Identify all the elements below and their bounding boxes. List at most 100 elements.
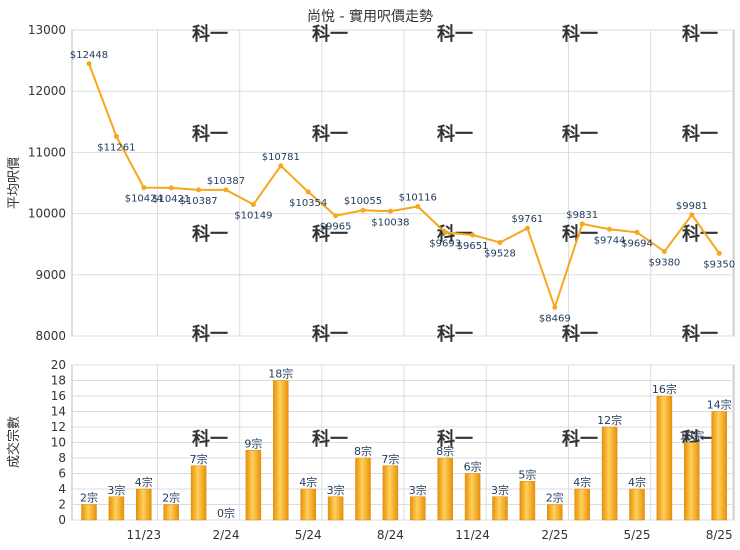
line-y-axis-label: 平均呎價 bbox=[7, 157, 22, 209]
bar-data-label: 3宗 bbox=[107, 483, 125, 497]
bar-data-label: 12宗 bbox=[597, 413, 622, 427]
bar bbox=[437, 457, 453, 521]
line-point bbox=[689, 212, 695, 218]
bar bbox=[684, 442, 700, 521]
bar-data-label: 7宗 bbox=[190, 452, 208, 466]
x-tick-label: 11/24 bbox=[455, 528, 490, 542]
watermark-glyph: 科一 bbox=[192, 23, 228, 45]
bar bbox=[245, 450, 262, 521]
bar-y-tick-label: 12 bbox=[51, 420, 66, 434]
bar-data-label: 18宗 bbox=[268, 367, 293, 381]
bar-data-label: 8宗 bbox=[436, 444, 454, 458]
watermark-glyph: 科一 bbox=[312, 428, 348, 450]
line-data-label: $10116 bbox=[399, 193, 437, 204]
watermark-glyph: 科一 bbox=[192, 223, 228, 245]
line-y-tick-label: 13000 bbox=[28, 23, 66, 37]
watermark-glyph: 科一 bbox=[682, 23, 718, 45]
bar bbox=[355, 457, 371, 521]
line-data-label: $9528 bbox=[484, 248, 516, 259]
line-point bbox=[497, 239, 503, 245]
watermark-glyph: 科一 bbox=[437, 23, 473, 45]
watermark-glyph: 科一 bbox=[437, 123, 473, 145]
watermark-glyph: 科一 bbox=[312, 23, 348, 45]
bar-data-label: 14宗 bbox=[707, 398, 732, 412]
bar bbox=[601, 426, 618, 521]
line-point bbox=[607, 226, 613, 232]
bar-data-label: 10宗 bbox=[679, 429, 704, 443]
watermark-glyph: 科一 bbox=[312, 123, 348, 145]
x-tick-label: 5/25 bbox=[624, 528, 651, 542]
watermark-glyph: 科一 bbox=[437, 323, 473, 345]
line-y-tick-label: 10000 bbox=[28, 207, 66, 221]
line-data-label: $8469 bbox=[539, 313, 571, 324]
line-point bbox=[305, 189, 311, 195]
line-y-tick-label: 12000 bbox=[28, 84, 66, 98]
bar bbox=[492, 496, 508, 521]
line-data-label: $10055 bbox=[344, 196, 382, 207]
bar bbox=[108, 496, 125, 521]
watermark-glyph: 科一 bbox=[682, 123, 718, 145]
line-data-label: $10387 bbox=[207, 176, 245, 187]
line-data-label: $10781 bbox=[262, 152, 300, 163]
bar-grid bbox=[72, 364, 734, 521]
watermark-glyph: 科一 bbox=[562, 223, 598, 245]
price-line bbox=[88, 63, 721, 311]
watermark-glyph: 科一 bbox=[192, 123, 228, 145]
bar-y-tick-label: 14 bbox=[51, 405, 66, 419]
bar-data-label: 2宗 bbox=[162, 491, 180, 505]
line-data-label: $9693 bbox=[429, 238, 461, 249]
line-data-label: $9965 bbox=[320, 222, 352, 233]
line-point bbox=[552, 304, 558, 310]
x-tick-label: 8/25 bbox=[706, 528, 733, 542]
bar bbox=[382, 465, 399, 521]
bar-y-tick-label: 10 bbox=[51, 436, 66, 450]
line-data-label: $10387 bbox=[180, 196, 218, 207]
line-data-label: $11261 bbox=[97, 142, 135, 153]
line-y-tick-label: 8000 bbox=[35, 329, 66, 343]
watermark-glyph: 科一 bbox=[192, 323, 228, 345]
line-point bbox=[579, 221, 585, 227]
line-point bbox=[223, 187, 229, 193]
watermark-glyph: 科一 bbox=[312, 223, 348, 245]
line-data-label: $12448 bbox=[70, 50, 108, 61]
watermark-glyph: 科一 bbox=[562, 123, 598, 145]
bar-data-label: 9宗 bbox=[244, 436, 262, 450]
x-tick-label: 11/23 bbox=[127, 528, 162, 542]
line-point bbox=[634, 229, 640, 235]
bar-y-tick-label: 18 bbox=[51, 374, 66, 388]
x-tick-label: 2/25 bbox=[541, 528, 568, 542]
line-data-label: $9651 bbox=[457, 241, 489, 252]
bar-data-label: 5宗 bbox=[518, 467, 536, 481]
bar-x-ticks: 11/23 2/24 5/24 8/24 11/24 2/25 5/25 8/25 bbox=[127, 528, 733, 542]
line-data-label: $10421 bbox=[152, 194, 190, 205]
bar-y-tick-label: 2 bbox=[58, 498, 66, 512]
bar-data-label: 4宗 bbox=[628, 475, 646, 489]
line-grid bbox=[72, 29, 734, 337]
line-point bbox=[442, 229, 448, 235]
line-data-label: $10149 bbox=[234, 210, 272, 221]
bar bbox=[190, 465, 207, 521]
bar-data-label: 2宗 bbox=[546, 491, 564, 505]
bar-y-tick-label: 8 bbox=[58, 451, 66, 465]
watermark-glyph: 科一 bbox=[562, 23, 598, 45]
chart-title: 尚悅 - 實用呎價走勢 bbox=[307, 8, 433, 25]
line-data-label: $9761 bbox=[511, 214, 543, 225]
line-data-label: $10038 bbox=[371, 217, 409, 228]
bar bbox=[519, 481, 536, 521]
bar bbox=[273, 380, 289, 521]
bar-data-label: 2宗 bbox=[80, 491, 98, 505]
bar-data-label: 4宗 bbox=[573, 475, 591, 489]
line-y-ticks: 8000 9000 10000 11000 12000 13000 bbox=[28, 23, 66, 343]
line-point bbox=[524, 225, 530, 231]
bar-y-tick-label: 16 bbox=[51, 389, 66, 403]
bar bbox=[629, 488, 645, 521]
line-plot-area bbox=[71, 29, 735, 337]
watermark-glyph: 科一 bbox=[562, 428, 598, 450]
x-tick-label: 2/24 bbox=[213, 528, 240, 542]
bar-data-label: 4宗 bbox=[299, 475, 317, 489]
line-data-label: $9744 bbox=[594, 235, 626, 246]
line-y-tick-label: 9000 bbox=[35, 268, 66, 282]
bar-y-tick-label: 0 bbox=[58, 513, 66, 527]
watermark-glyph: 科一 bbox=[437, 428, 473, 450]
